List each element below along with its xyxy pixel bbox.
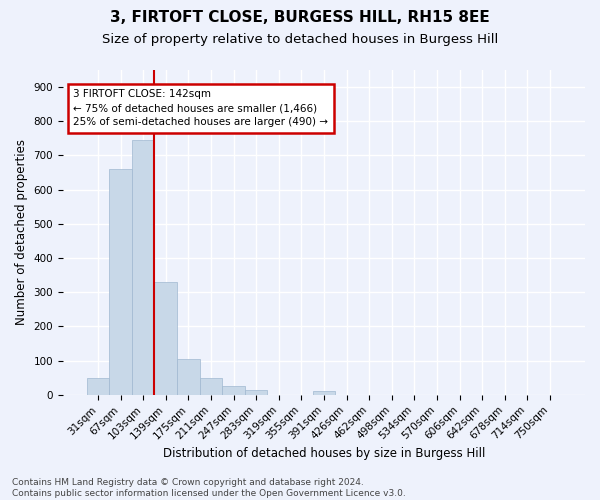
- Text: 3, FIRTOFT CLOSE, BURGESS HILL, RH15 8EE: 3, FIRTOFT CLOSE, BURGESS HILL, RH15 8EE: [110, 10, 490, 25]
- Bar: [177, 359, 200, 395]
- Text: Size of property relative to detached houses in Burgess Hill: Size of property relative to detached ho…: [102, 32, 498, 46]
- Bar: [132, 140, 154, 395]
- X-axis label: Distribution of detached houses by size in Burgess Hill: Distribution of detached houses by size …: [163, 447, 485, 460]
- Bar: [313, 392, 335, 395]
- Text: Contains HM Land Registry data © Crown copyright and database right 2024.
Contai: Contains HM Land Registry data © Crown c…: [12, 478, 406, 498]
- Bar: [200, 378, 222, 395]
- Bar: [109, 169, 132, 395]
- Bar: [154, 282, 177, 395]
- Bar: [86, 378, 109, 395]
- Y-axis label: Number of detached properties: Number of detached properties: [15, 140, 28, 326]
- Bar: [222, 386, 245, 395]
- Text: 3 FIRTOFT CLOSE: 142sqm
← 75% of detached houses are smaller (1,466)
25% of semi: 3 FIRTOFT CLOSE: 142sqm ← 75% of detache…: [73, 90, 328, 128]
- Bar: [245, 390, 268, 395]
